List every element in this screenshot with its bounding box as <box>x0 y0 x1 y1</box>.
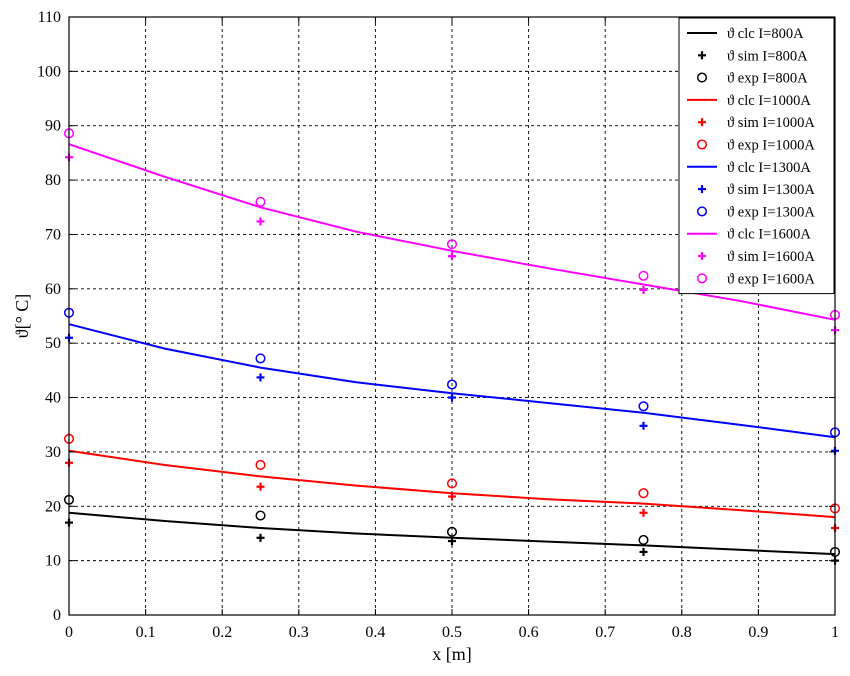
series-clc-line-2 <box>68 323 836 439</box>
legend-plus-swatch <box>698 252 706 260</box>
legend-box <box>678 17 835 295</box>
series-clc-line-3 <box>68 143 836 321</box>
series-exp-point-1 <box>255 459 266 471</box>
x-tick-label: 1 <box>831 624 839 641</box>
series-sim-point-2 <box>256 373 265 382</box>
series-sim-point-3 <box>256 217 265 226</box>
y-tick-label: 0 <box>53 607 61 624</box>
series-sim-point-3 <box>448 252 456 261</box>
y-tick-label: 80 <box>45 172 61 189</box>
series-exp-point-2 <box>255 353 266 364</box>
legend-label: ϑ sim I=1600A <box>727 249 815 265</box>
series-sim-point-1 <box>639 508 648 517</box>
series-exp-point-0 <box>446 526 458 537</box>
series-sim-point-0 <box>448 537 456 546</box>
legend-circle-swatch <box>696 273 708 284</box>
y-tick-label: 110 <box>38 9 61 26</box>
legend-label: ϑ clc I=1300A <box>727 160 811 176</box>
legend-label: ϑ exp I=1300A <box>727 204 815 220</box>
y-tick-label: 30 <box>45 444 61 461</box>
legend-plus-swatch <box>698 185 706 194</box>
y-tick-label: 90 <box>45 118 61 135</box>
x-tick-label: 0.1 <box>136 624 156 641</box>
legend-label: ϑ exp I=1600A <box>727 271 815 287</box>
legend-label: ϑ exp I=1000A <box>727 138 815 154</box>
x-tick-label: 0.5 <box>442 624 462 641</box>
series-exp-point-3 <box>255 196 266 207</box>
series-exp-point-3 <box>638 270 649 281</box>
y-tick-label: 10 <box>45 553 61 570</box>
legend-plus-swatch <box>698 118 706 127</box>
x-tick-label: 0.8 <box>672 624 692 641</box>
series-sim-point-2 <box>448 393 456 402</box>
series-sim-point-0 <box>256 533 265 542</box>
series-exp-point-1 <box>638 488 649 499</box>
y-tick-label: 100 <box>37 63 61 80</box>
y-tick-label: 20 <box>45 498 61 515</box>
legend-label: ϑ sim I=1300A <box>727 182 815 198</box>
legend-label: ϑ clc I=1600A <box>727 227 811 243</box>
series-exp-point-2 <box>638 401 649 412</box>
x-tick-label: 0.2 <box>212 624 232 641</box>
y-axis-label: ϑ[° C] <box>12 294 32 339</box>
series-exp-point-2 <box>446 379 458 390</box>
series-sim-point-2 <box>639 421 648 430</box>
series-sim-point-1 <box>448 492 456 501</box>
legend-label: ϑ clc I=1000A <box>727 93 811 109</box>
y-tick-label: 40 <box>45 390 61 407</box>
series-sim-point-0 <box>639 547 648 556</box>
legend-label: ϑ sim I=800A <box>727 48 808 64</box>
x-tick-label: 0.6 <box>519 624 539 641</box>
y-tick-label: 50 <box>45 335 61 352</box>
x-tick-label: 0.3 <box>289 624 309 641</box>
legend-label: ϑ sim I=1000A <box>727 115 815 131</box>
x-tick-label: 0 <box>65 624 73 641</box>
series-sim-point-1 <box>256 482 265 491</box>
x-tick-label: 0.9 <box>748 624 768 641</box>
x-tick-label: 0.7 <box>595 624 615 641</box>
legend-label: ϑ clc I=800A <box>727 26 804 42</box>
series-exp-point-0 <box>255 510 266 521</box>
series-exp-point-3 <box>446 239 458 250</box>
series-exp-point-0 <box>638 534 649 546</box>
legend-circle-swatch <box>696 72 708 83</box>
x-tick-label: 0.4 <box>365 624 385 641</box>
y-tick-label: 60 <box>45 281 61 298</box>
series-sim-point-3 <box>639 285 648 294</box>
y-tick-label: 70 <box>45 226 61 243</box>
legend-plus-swatch <box>698 51 706 60</box>
legend-circle-swatch <box>696 139 708 150</box>
legend-circle-swatch <box>696 206 708 217</box>
legend: ϑ clc I=800A ϑ sim I=800A ϑ exp I=800A ϑ cl… <box>678 17 835 295</box>
x-axis-label: x [m] <box>432 644 472 664</box>
legend-label: ϑ exp I=800A <box>727 71 808 87</box>
series-exp-point-1 <box>446 478 458 489</box>
